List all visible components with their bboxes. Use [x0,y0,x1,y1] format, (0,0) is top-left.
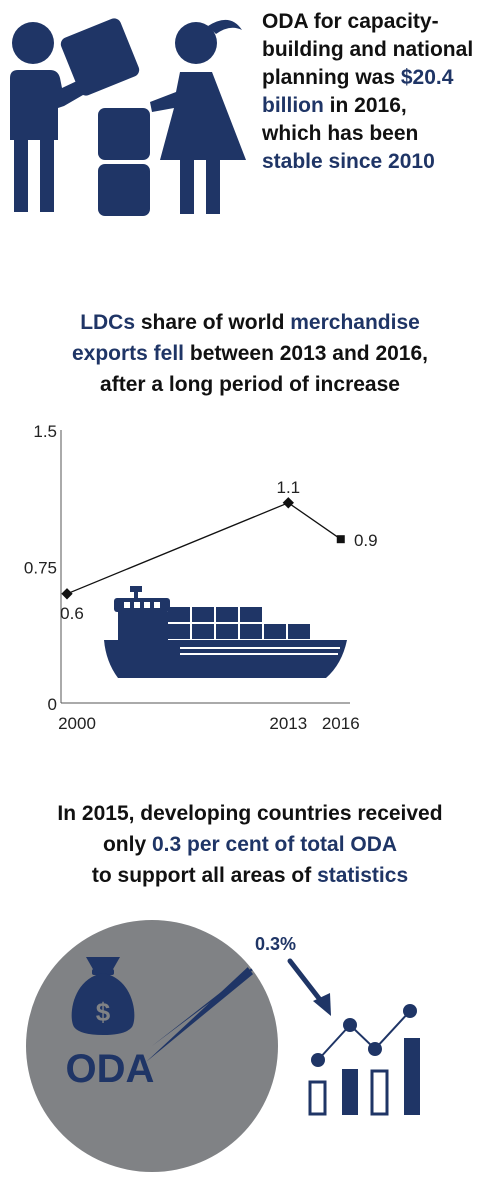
y-tick-label: 1.5 [33,422,57,441]
export-share-series-line [66,502,342,595]
stacked-box-bottom-icon [98,164,150,216]
sec3-line-2-pre: only [102,833,147,856]
sec2-title-rest: between 2013 and 2016, [189,342,429,365]
x-tick-label: 2000 [58,714,96,733]
ldc-export-share-chart: 0 0.75 1.5 2000 2013 2016 0.6 1.1 0.9 [24,422,378,733]
bar-line-chart-icon [308,1004,420,1116]
sec1-line-1: ODA for capacity- [262,10,439,33]
statistics-oda-title: In 2015, developing countries received o… [0,798,500,891]
ldc-exports-title: LDCs share of world merchandise exports … [0,307,500,400]
sec1-line-5: which has been [262,122,419,145]
sec3-title-line-1: In 2015, developing countries received [57,802,443,825]
dollar-sign: $ [96,997,111,1027]
right-person-head-icon [175,22,217,64]
oda-capacity-text: ODA for capacity- building and national … [262,8,498,176]
y-tick-label: 0 [48,695,57,714]
ponytail-icon [208,19,242,34]
sec2-title-line-1: LDCs share of world merchandise [0,307,500,338]
data-point-marker [336,535,345,544]
data-label: 0.6 [60,604,84,623]
data-label: 1.1 [276,478,300,497]
left-person-body-icon [10,70,102,212]
sec1-line-2: building and national [262,38,474,61]
x-tick-label: 2013 [269,714,307,733]
exports-fell-highlight: exports fell [71,342,185,365]
arrow-icon [287,958,331,1016]
merchandise-highlight: merchandise [290,311,420,334]
sec1-line-6: stable since 2010 [262,150,435,173]
cargo-ship-icon [104,586,347,678]
x-tick-label: 2016 [322,714,360,733]
pie-percent-label: 0.3% [255,934,296,954]
statistics-highlight: statistics [317,864,409,887]
sec1-line-3: planning was $20.4 [262,64,498,92]
data-point-marker [61,588,73,600]
left-person-head-icon [12,22,54,64]
sec1-line-4: billion in 2016, [262,92,498,120]
x-tick-labels: 2000 2013 2016 [58,714,360,733]
sec1-line-3-text: planning was [262,66,396,89]
data-label: 0.9 [354,531,378,550]
sec3-line-3-pre: to support all areas of [91,864,312,887]
share-pointer-wedge [146,967,254,1062]
oda-label: ODA [66,1047,155,1091]
oda-amount-unit: billion [262,94,324,117]
oda-amount: $20.4 [400,66,454,89]
data-point-marker [282,497,294,509]
oda-share-highlight: 0.3 per cent of total ODA [151,833,398,856]
capacity-building-section: ODA for capacity- building and national … [0,0,500,240]
y-tick-label: 0.75 [24,559,57,578]
money-bag-icon [71,957,135,1035]
sec2-title-line-3: after a long period of increase [100,373,400,396]
tilted-box-icon [60,18,140,96]
y-tick-labels: 0 0.75 1.5 [24,422,57,714]
data-labels: 0.6 1.1 0.9 [60,478,377,623]
oda-statistics-illustration: $ ODA 0.3% [26,920,420,1172]
sec2-title-mid: share of world [140,311,285,334]
stacked-box-top-icon [98,108,150,160]
sec1-line-4-text: in 2016, [329,94,407,117]
sec2-title-line-2: exports fell between 2013 and 2016, [0,338,500,369]
ldcs-highlight: LDCs [80,311,136,334]
sec3-title-line-3: to support all areas of statistics [0,860,500,891]
people-exchanging-box-illustration [10,18,246,216]
sec3-title-line-2: only 0.3 per cent of total ODA [0,829,500,860]
right-person-body-icon [150,72,246,214]
